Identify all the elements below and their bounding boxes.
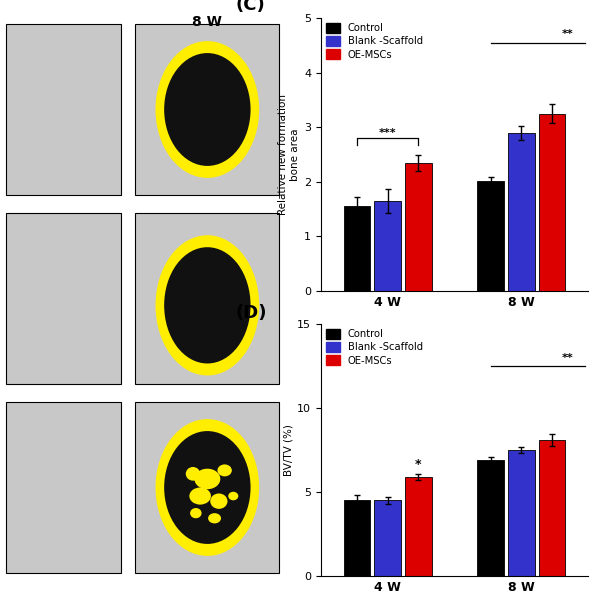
Bar xyxy=(405,477,432,576)
FancyBboxPatch shape xyxy=(6,402,121,573)
Ellipse shape xyxy=(164,247,251,364)
Text: **: ** xyxy=(562,353,574,362)
Text: ***: *** xyxy=(379,128,397,137)
Ellipse shape xyxy=(164,53,251,166)
FancyBboxPatch shape xyxy=(136,213,280,384)
FancyBboxPatch shape xyxy=(136,24,280,195)
Ellipse shape xyxy=(164,431,251,544)
Bar xyxy=(508,450,535,576)
Legend: Control, Blank -Scaffold, OE-MSCs: Control, Blank -Scaffold, OE-MSCs xyxy=(326,23,423,59)
Ellipse shape xyxy=(210,493,227,509)
Text: 8 W: 8 W xyxy=(193,15,222,29)
Bar xyxy=(477,181,504,291)
Ellipse shape xyxy=(155,419,259,556)
Bar xyxy=(344,206,370,291)
Text: *: * xyxy=(415,458,422,472)
Text: (D): (D) xyxy=(236,304,267,322)
Ellipse shape xyxy=(190,508,202,518)
Bar xyxy=(477,460,504,576)
Ellipse shape xyxy=(155,235,259,376)
Ellipse shape xyxy=(194,469,220,489)
Bar xyxy=(374,500,401,576)
Ellipse shape xyxy=(217,464,232,476)
Bar xyxy=(405,163,432,291)
Legend: Control, Blank -Scaffold, OE-MSCs: Control, Blank -Scaffold, OE-MSCs xyxy=(326,329,423,365)
FancyBboxPatch shape xyxy=(6,213,121,384)
Bar xyxy=(374,201,401,291)
Ellipse shape xyxy=(186,467,200,481)
Bar xyxy=(508,133,535,291)
Ellipse shape xyxy=(190,487,211,505)
Bar xyxy=(539,440,565,576)
Ellipse shape xyxy=(155,41,259,178)
Text: (C): (C) xyxy=(236,0,265,14)
Ellipse shape xyxy=(208,513,221,523)
Y-axis label: Relative new formation
bone area: Relative new formation bone area xyxy=(278,94,300,215)
Bar xyxy=(344,500,370,576)
Text: **: ** xyxy=(562,29,574,39)
Bar xyxy=(539,113,565,291)
FancyBboxPatch shape xyxy=(6,24,121,195)
FancyBboxPatch shape xyxy=(136,402,280,573)
Y-axis label: BV/TV (%): BV/TV (%) xyxy=(283,424,293,476)
Ellipse shape xyxy=(228,492,238,500)
